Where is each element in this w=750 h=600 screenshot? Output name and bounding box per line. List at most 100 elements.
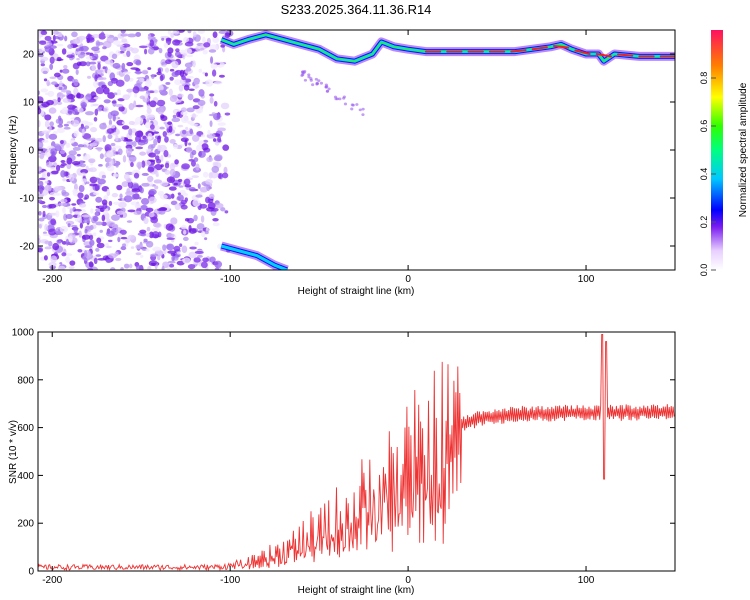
noise-blob [65,214,73,220]
noise-blob [95,196,103,203]
noise-blob [217,127,226,132]
noise-blob [165,59,172,65]
noise-blob [118,105,125,112]
noise-blob [217,122,226,126]
noise-blob [98,76,104,81]
noise-blob [44,35,52,41]
noise-blob [94,74,98,82]
noise-blob [65,256,71,263]
noise-blob [179,69,185,78]
noise-blob [133,93,138,98]
noise-blob [181,129,187,135]
carrier-peak [595,53,612,58]
noise-blob [173,245,181,252]
noise-blob [42,231,47,235]
noise-blob [56,127,65,134]
noise-blob [224,210,229,214]
noise-blob [82,156,89,161]
noise-blob [126,220,133,223]
noise-blob [133,210,142,216]
noise-blob [212,31,218,38]
noise-blob [125,144,133,150]
noise-blob [166,176,176,184]
noise-blob [48,212,58,216]
noise-blob [301,70,305,74]
noise-blob [106,245,112,249]
noise-blob [176,251,181,255]
noise-blob [194,84,198,89]
noise-blob [66,121,73,124]
noise-blob [63,123,69,127]
noise-blob [137,141,146,146]
noise-blob [167,30,172,35]
noise-blob [209,120,213,128]
noise-blob [314,77,318,81]
noise-blob [106,128,115,134]
noise-blob [171,71,180,78]
noise-blob [172,114,177,119]
noise-blob [121,125,130,130]
noise-blob [61,106,70,114]
noise-blob [184,139,188,147]
noise-blob [184,217,190,222]
noise-blob [135,60,142,66]
noise-blob [59,139,64,145]
noise-blob [151,231,160,239]
noise-blob [77,144,85,148]
noise-blob [130,161,134,168]
noise-blob [38,199,43,204]
noise-blob [205,79,214,87]
noise-blob [146,107,152,115]
noise-blob [172,30,180,35]
noise-blob [209,56,214,64]
noise-blob [102,135,106,143]
noise-blob [49,63,54,70]
noise-blob [76,57,80,61]
noise-blob [66,206,72,209]
noise-blob [93,140,100,146]
x-tick-label: 100 [578,274,595,285]
noise-blob [126,88,134,93]
noise-blob [187,120,194,125]
noise-blob [103,87,110,95]
noise-blob [200,230,206,238]
noise-blob [117,148,123,156]
noise-blob [214,154,223,162]
noise-blob [307,73,311,77]
noise-blob [97,60,102,64]
noise-blob [115,79,125,87]
noise-blob [41,204,48,209]
noise-blob [59,225,69,233]
noise-blob [42,233,50,237]
noise-blob [213,100,218,107]
noise-blob [91,64,96,71]
noise-blob [105,157,112,163]
y-tick-label: 20 [23,50,35,61]
noise-blob [117,98,125,102]
noise-blob [210,63,218,69]
noise-blob [122,243,127,247]
noise-blob [126,188,131,194]
noise-blob [141,182,150,187]
carrier-peak [574,49,591,55]
noise-blob [119,229,127,235]
noise-blob [68,150,77,156]
noise-blob [187,263,196,270]
noise-blob [338,97,342,101]
noise-blob [211,165,220,173]
noise-blob [121,38,128,43]
noise-blob [69,260,76,266]
noise-blob [125,46,134,51]
noise-blob [44,114,52,121]
noise-blob [208,193,215,200]
noise-blob [122,71,131,75]
noise-blob [147,132,153,140]
noise-blob [92,232,97,237]
noise-blob [124,74,131,82]
noise-blob [157,107,165,115]
noise-blob [78,203,87,208]
noise-blob [149,124,155,130]
noise-blob [149,39,155,47]
noise-blob [197,150,206,158]
